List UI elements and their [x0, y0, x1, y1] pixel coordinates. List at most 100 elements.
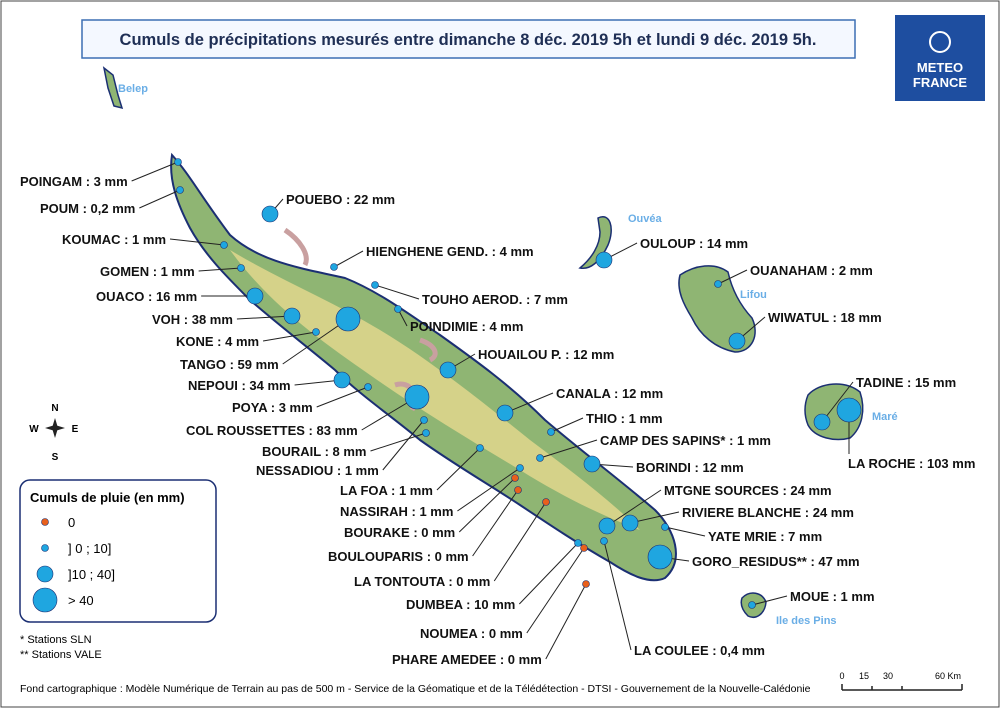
leader-line: [282, 318, 349, 365]
legend-symbol: [32, 587, 58, 613]
station-label: BOURAKE : 0 mm: [344, 525, 455, 540]
leader-line: [198, 267, 242, 272]
station-label: TOUHO AEROD. : 7 mm: [422, 292, 568, 307]
station-marker: [600, 537, 608, 545]
station-label: LA TONTOUTA : 0 mm: [354, 574, 490, 589]
leader-line: [458, 477, 516, 533]
island-name: Belep: [118, 83, 148, 95]
note: ** Stations VALE: [20, 649, 102, 661]
station-marker: [621, 514, 639, 532]
legend-symbol: [36, 565, 54, 583]
station-label: POYA : 3 mm: [232, 400, 313, 415]
leader-line: [436, 447, 481, 491]
station-marker: [496, 404, 514, 422]
station-marker: [283, 307, 301, 325]
station-marker: [246, 287, 264, 305]
scale-label: 30: [883, 671, 893, 681]
leader-line: [545, 583, 587, 660]
leader-line: [539, 439, 598, 459]
station-marker: [547, 428, 555, 436]
station-marker: [394, 305, 402, 313]
compass-rose: [45, 418, 65, 438]
leader-line: [139, 189, 181, 209]
compass: N S E W: [29, 403, 78, 463]
station-marker: [335, 306, 361, 332]
station-label: RIVIERE BLANCHE : 24 mm: [682, 505, 854, 520]
logo-text: METEO: [917, 60, 963, 75]
leader-line: [603, 540, 632, 651]
leader-line: [751, 595, 788, 606]
station-label: YATE MRIE : 7 mm: [708, 529, 822, 544]
station-marker: [580, 544, 588, 552]
station-label: DUMBEA : 10 mm: [406, 597, 515, 612]
station-label: LA COULEE : 0,4 mm: [634, 643, 765, 658]
station-marker: [333, 371, 351, 389]
logo-icon: [929, 31, 951, 53]
leader-line: [821, 381, 854, 423]
station-label: LA FOA : 1 mm: [340, 483, 433, 498]
station-label: POINDIMIE : 4 mm: [410, 319, 523, 334]
station-marker: [261, 205, 279, 223]
station-marker: [813, 413, 831, 431]
station-marker: [237, 264, 245, 272]
station-label: NEPOUI : 34 mm: [188, 378, 291, 393]
station-marker: [312, 328, 320, 336]
leader-line: [370, 432, 427, 452]
leader-line: [550, 417, 584, 433]
station-label: OUANAHAM : 2 mm: [750, 263, 873, 278]
leader-line: [526, 547, 585, 634]
compass-label: N: [51, 403, 58, 414]
leader-line: [629, 511, 680, 524]
station-label: POUM : 0,2 mm: [40, 201, 135, 216]
leader-line: [262, 331, 317, 342]
station-marker: [582, 580, 590, 588]
station-label: NOUMEA : 0 mm: [420, 626, 523, 641]
station-marker: [661, 523, 669, 531]
station-label: BORINDI : 12 mm: [636, 460, 744, 475]
logo: [895, 15, 985, 101]
island-name: Lifou: [740, 289, 767, 301]
station-marker: [598, 517, 616, 535]
station-label: VOH : 38 mm: [152, 312, 233, 327]
station-marker: [176, 186, 184, 194]
station-label: HIENGHENE GEND. : 4 mm: [366, 244, 534, 259]
station-marker: [536, 454, 544, 462]
station-marker: [836, 397, 862, 423]
station-marker: [174, 158, 182, 166]
island: [678, 265, 756, 353]
compass-label: W: [29, 424, 39, 435]
station-label: WIWATUL : 18 mm: [768, 310, 882, 325]
station-marker: [422, 429, 430, 437]
station-label: KOUMAC : 1 mm: [62, 232, 166, 247]
leader-line: [606, 489, 662, 527]
station-label: OULOUP : 14 mm: [640, 236, 748, 251]
leader-line: [236, 315, 293, 320]
station-label: HOUAILOU P. : 12 mm: [478, 347, 614, 362]
legend-label: ] 0 ; 10]: [68, 541, 111, 556]
station-marker: [714, 280, 722, 288]
scale-label: 15: [859, 671, 869, 681]
station-marker: [439, 361, 457, 379]
station-label: CAMP DES SAPINS* : 1 mm: [600, 433, 771, 448]
legend-title: Cumuls de pluie (en mm): [30, 490, 185, 505]
legend-label: ]10 ; 40]: [68, 567, 115, 582]
leader-line: [717, 269, 748, 285]
station-label: POUEBO : 22 mm: [286, 192, 395, 207]
compass-label: E: [72, 424, 79, 435]
station-label: PHARE AMEDEE : 0 mm: [392, 652, 542, 667]
legend-symbol: [41, 518, 49, 526]
station-marker: [404, 384, 430, 410]
legend-label: 0: [68, 515, 75, 530]
scale-label: 60 Km: [935, 671, 961, 681]
station-label: POINGAM : 3 mm: [20, 174, 128, 189]
station-marker: [330, 263, 338, 271]
station-label: THIO : 1 mm: [586, 411, 663, 426]
leader-line: [518, 542, 579, 605]
station-label: MTGNE SOURCES : 24 mm: [664, 483, 832, 498]
station-label: GORO_RESIDUS** : 47 mm: [692, 554, 860, 569]
station-label: TANGO : 59 mm: [180, 357, 279, 372]
scale-bar: 0 15 30 60 Km: [839, 671, 963, 691]
title: Cumuls de précipitations mesurés entre d…: [120, 31, 817, 49]
note: * Stations SLN: [20, 634, 92, 646]
